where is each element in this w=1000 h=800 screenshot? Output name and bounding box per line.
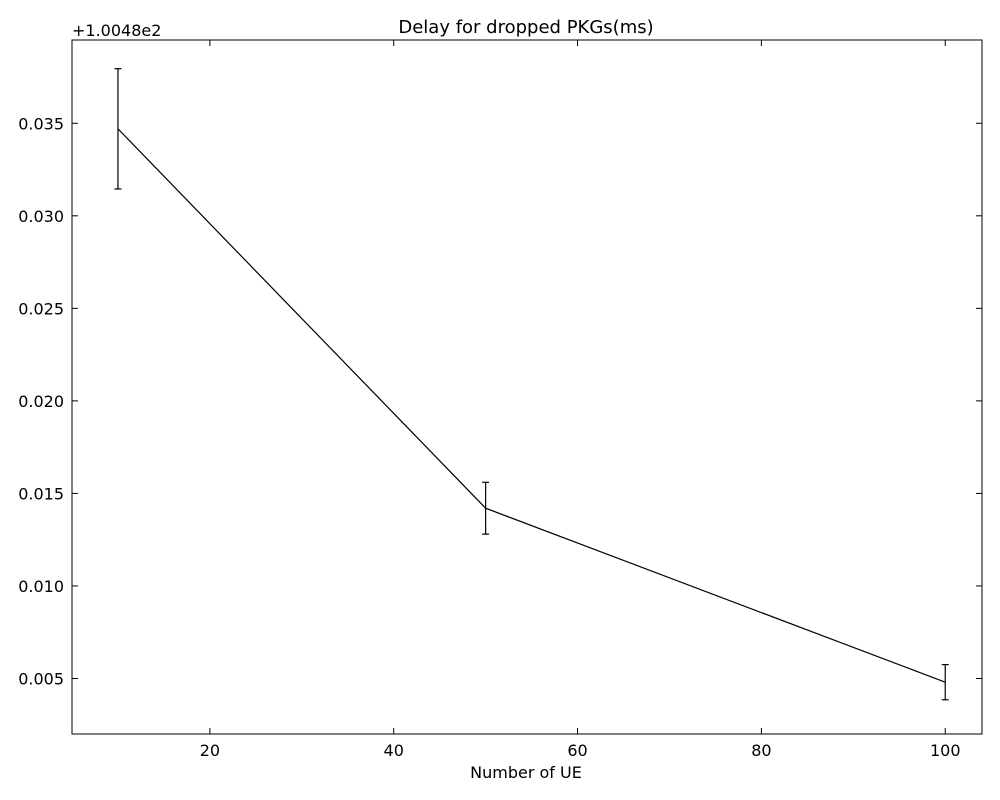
x-tick-label: 100 <box>930 741 961 760</box>
y-axis-offset-label: +1.0048e2 <box>72 21 161 40</box>
error-bar <box>114 68 122 190</box>
series-line <box>117 128 946 683</box>
x-tick-label: 20 <box>200 741 220 760</box>
x-axis-label: Number of UE <box>470 763 582 782</box>
y-tick-label: 0.030 <box>18 207 64 226</box>
x-tick-label: 40 <box>384 741 404 760</box>
y-tick-label: 0.010 <box>18 577 64 596</box>
y-tick-label: 0.020 <box>18 392 64 411</box>
y-tick-label: 0.005 <box>18 669 64 688</box>
y-tick-label: 0.035 <box>18 114 64 133</box>
x-tick-labels: 20 40 60 80 100 <box>200 741 961 760</box>
series-group <box>114 68 949 701</box>
axis-ticks <box>72 40 982 734</box>
chart-title: Delay for dropped PKGs(ms) <box>398 17 653 38</box>
x-tick-label: 80 <box>751 741 771 760</box>
y-tick-labels: 0.005 0.010 0.015 0.020 0.025 0.030 0.035 <box>18 114 64 688</box>
error-bar <box>941 663 949 701</box>
plot-area-frame <box>71 39 983 735</box>
y-tick-label: 0.025 <box>18 299 64 318</box>
error-bar <box>482 481 490 535</box>
y-tick-label: 0.015 <box>18 484 64 503</box>
x-tick-label: 60 <box>567 741 587 760</box>
